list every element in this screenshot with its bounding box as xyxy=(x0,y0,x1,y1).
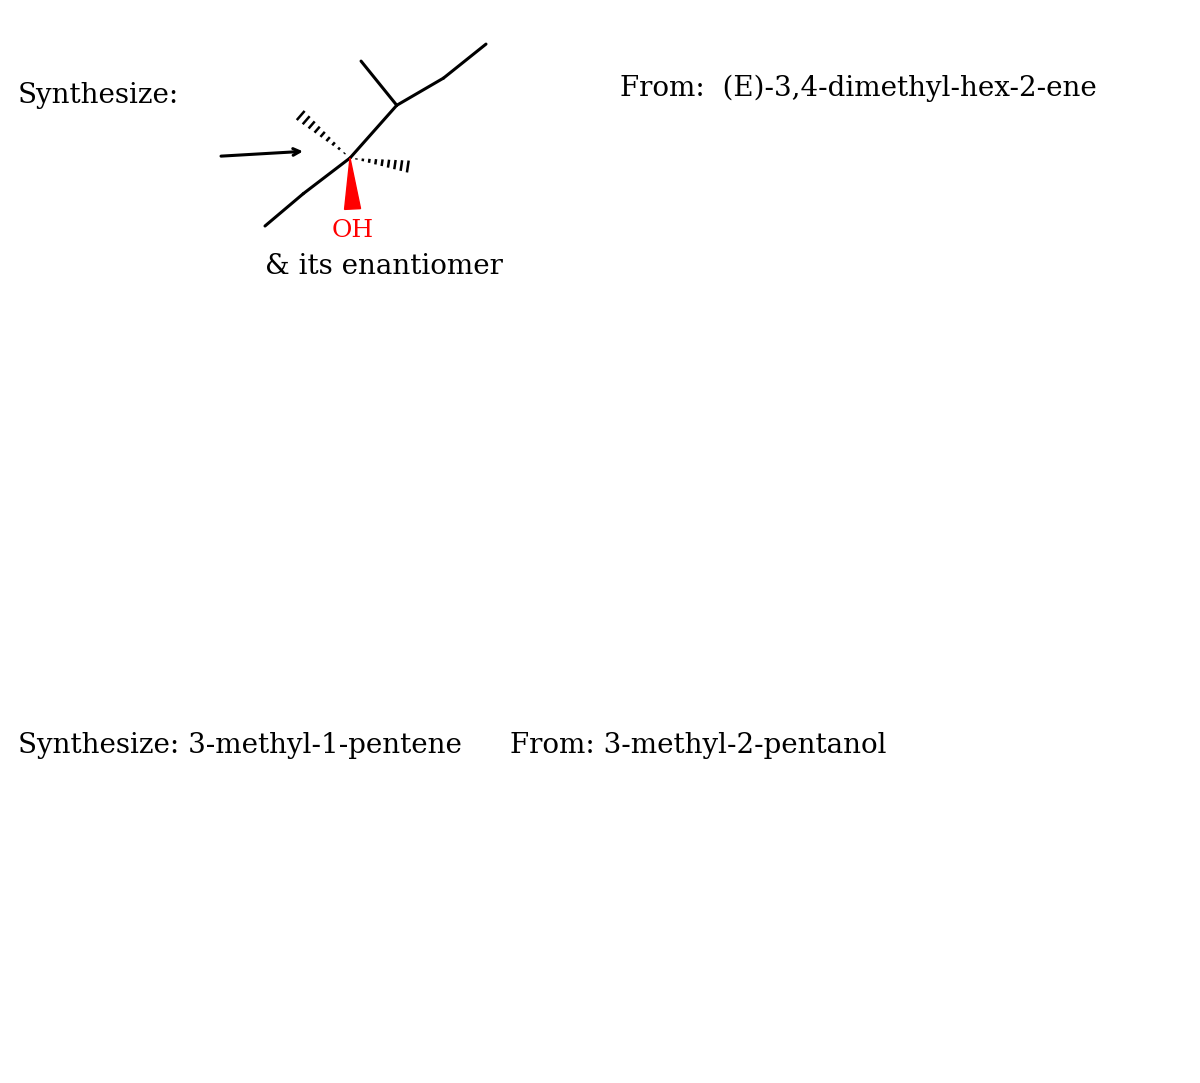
Text: Synthesize:: Synthesize: xyxy=(18,82,179,109)
Text: From:  (E)-3,4-dimethyl-hex-2-ene: From: (E)-3,4-dimethyl-hex-2-ene xyxy=(620,75,1097,103)
Text: Synthesize: 3-methyl-1-pentene: Synthesize: 3-methyl-1-pentene xyxy=(18,732,462,759)
Text: OH: OH xyxy=(331,219,373,242)
Text: From: 3-methyl-2-pentanol: From: 3-methyl-2-pentanol xyxy=(510,732,887,759)
Text: & its enantiomer: & its enantiomer xyxy=(265,253,503,280)
Polygon shape xyxy=(344,158,360,209)
